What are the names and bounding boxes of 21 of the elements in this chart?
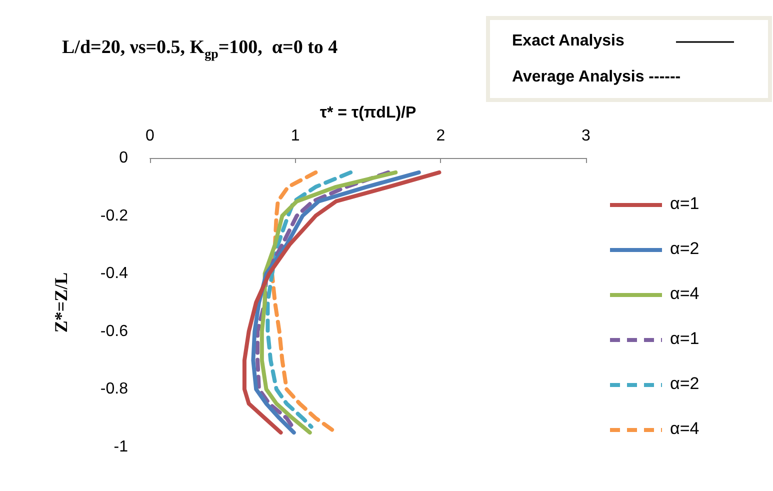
text: Average Analysis ------ <box>512 68 681 86</box>
y-tick-label: -0.8 <box>100 380 128 398</box>
x-tick-label: 0 <box>146 128 155 144</box>
y-tick-label: -0.4 <box>100 265 128 282</box>
x-tick-label: 2 <box>436 128 446 144</box>
y-tick-label: -0.6 <box>100 322 128 340</box>
x-tick-label: 3 <box>582 128 591 144</box>
legend-label: α=2 <box>670 374 700 393</box>
legend-label: α=4 <box>670 284 700 303</box>
y-tick-label: 0 <box>119 150 128 166</box>
text: Exact Analysis <box>512 32 624 50</box>
y-tick-label: -1 <box>114 438 128 456</box>
x-tick-label: 1 <box>290 128 300 144</box>
legend-label: α=2 <box>670 239 700 258</box>
x-axis-title: τ* = τ(πdL)/P <box>320 104 416 122</box>
y-tick-label: -0.2 <box>100 207 128 224</box>
legend-label: α=1 <box>670 329 700 348</box>
y-axis-title: Z*=Z/L <box>51 272 71 333</box>
legend-label: α=4 <box>670 419 700 438</box>
line-series <box>266 170 353 429</box>
legend-label: α=1 <box>670 194 700 213</box>
